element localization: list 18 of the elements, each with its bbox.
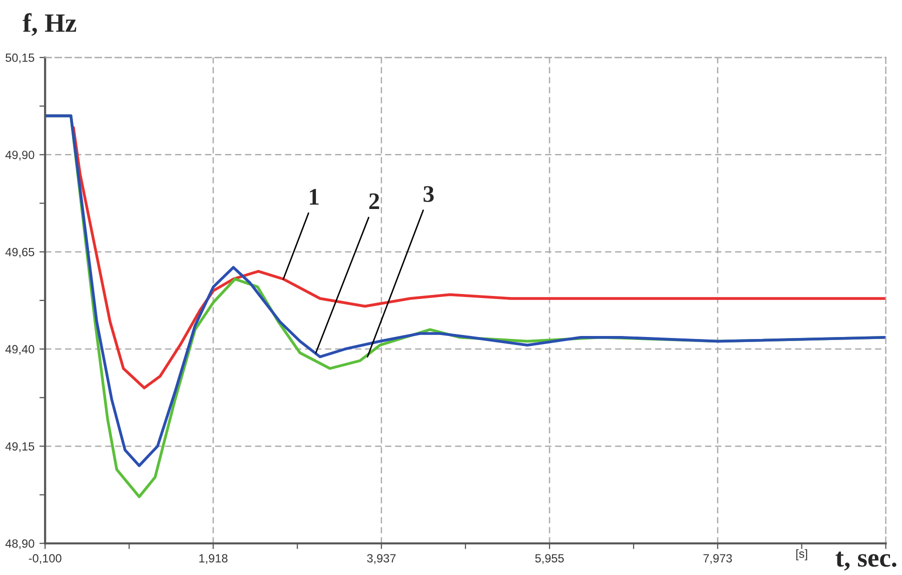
y-tick-label: 49,40 — [5, 345, 34, 355]
x-tick-label: 5,955 — [535, 554, 564, 564]
annotation: 1 — [310, 189, 319, 205]
y-tick-label: 49,90 — [5, 150, 34, 160]
y-tick-label: 50,15 — [6, 54, 34, 64]
line-series — [72, 126, 886, 390]
x-tick-label: 1,918 — [199, 554, 228, 564]
annotation: 3 — [424, 186, 434, 202]
x-tick-label: 7,973 — [703, 554, 732, 564]
y-tick-label: 49,65 — [5, 248, 34, 258]
x-tick-label: 3,937 — [367, 554, 396, 564]
y-tick-label: 49,15 — [5, 442, 34, 452]
annotation: 2 — [369, 193, 380, 209]
y-axis-title: f, Hz — [22, 13, 76, 36]
text: [s] — [796, 549, 808, 560]
x-axis-title: t, sec. — [836, 552, 896, 571]
y-tick-label: 48,90 — [5, 539, 34, 550]
x-tick-label: -0,100 — [28, 554, 62, 564]
